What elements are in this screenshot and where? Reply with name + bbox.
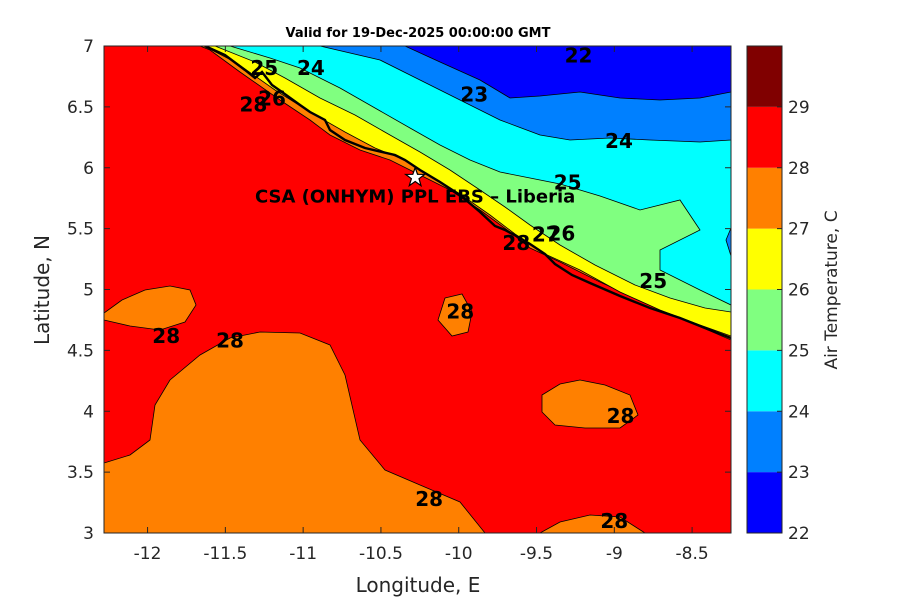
y-tick-label: 3: [83, 524, 94, 544]
y-tick-label: 4.5: [67, 341, 94, 361]
colorbar-tick-label: 22: [788, 524, 810, 544]
contour-label: 26: [547, 221, 575, 245]
band-27-28-west: [104, 285, 197, 331]
contour-label: 27: [532, 223, 560, 247]
colorbar-tick-label: 27: [788, 220, 810, 240]
x-axis-label: Longitude, E: [356, 573, 481, 597]
x-tick-label: -10: [445, 544, 473, 564]
y-tick-label: 5.5: [67, 220, 94, 240]
colorbar-swatch: [747, 46, 782, 107]
x-tick-label: -11: [289, 544, 317, 564]
colorbar-swatch: [747, 472, 782, 533]
x-tick-label: -8.5: [676, 544, 709, 564]
colorbar-swatch: [747, 289, 782, 351]
colorbar-label: Air Temperature, C: [822, 210, 842, 369]
contour-label: 28: [502, 231, 530, 255]
contour-label: 25: [639, 269, 667, 293]
contour-label: 23: [460, 83, 488, 107]
colorbar-tick-label: 29: [788, 98, 810, 118]
site-marker: CSA (ONHYM) PPL EBS – Liberia: [255, 165, 575, 207]
y-tick-label: 3.5: [67, 463, 94, 483]
colorbar-tick-label: 23: [788, 463, 810, 483]
band-22-23: [404, 46, 731, 101]
star-icon: [403, 165, 427, 188]
colorbar-swatch: [747, 350, 782, 412]
y-tick-label: 5: [83, 281, 94, 301]
colorbar-swatch: [747, 167, 782, 229]
contour-label: 28: [152, 324, 180, 348]
colorbar-tick-label: 28: [788, 159, 810, 179]
y-tick-label: 7: [83, 37, 94, 57]
coastline: [204, 46, 731, 340]
contour-label: 22: [565, 44, 593, 68]
colorbar: 22 23 24 25 26 27 28 29: [746, 45, 810, 544]
temperature-field: [104, 46, 731, 533]
colorbar-tick-label: 24: [788, 402, 810, 422]
band-27-28-southeast: [539, 514, 646, 533]
y-tick-label: 4: [83, 402, 94, 422]
x-axis-ticks: -12 -11.5 -11 -10.5 -10 -9.5 -9 -8.5: [134, 46, 709, 564]
contour-label: 26: [258, 86, 286, 110]
colorbar-swatch: [747, 228, 782, 290]
band-27-28-south: [104, 331, 486, 533]
band-27-28-center: [437, 293, 473, 337]
contour-label: 28: [446, 299, 474, 323]
contour-label: 28: [607, 404, 635, 428]
contour-label: 24: [297, 56, 325, 80]
colorbar-tick-label: 25: [788, 341, 810, 361]
y-axis-ticks: 3 3.5 4 4.5 5 5.5 6 6.5 7: [67, 37, 731, 544]
contour-label: 28: [239, 92, 267, 116]
y-axis-label: Latitude, N: [30, 235, 54, 345]
map-title: Valid for 19-Dec-2025 00:00:00 GMT: [286, 26, 551, 41]
y-tick-label: 6.5: [67, 98, 94, 118]
contour-label: 28: [216, 329, 244, 353]
x-tick-label: -12: [134, 544, 162, 564]
y-tick-label: 6: [83, 159, 94, 179]
x-tick-label: -11.5: [203, 544, 247, 564]
band-23-24-edge: [725, 227, 731, 257]
colorbar-tick-label: 26: [788, 281, 810, 301]
site-label: CSA (ONHYM) PPL EBS – Liberia: [255, 186, 575, 207]
x-tick-label: -9.5: [520, 544, 553, 564]
x-tick-label: -10.5: [359, 544, 403, 564]
colorbar-swatch: [747, 106, 782, 168]
contour-label: 25: [554, 170, 582, 194]
contour-label: 28: [415, 487, 443, 511]
x-tick-label: -9: [606, 544, 623, 564]
contour-label: 25: [250, 56, 278, 80]
band-27-28-east: [541, 379, 639, 429]
colorbar-swatch: [747, 411, 782, 473]
contour-label: 24: [605, 129, 633, 153]
